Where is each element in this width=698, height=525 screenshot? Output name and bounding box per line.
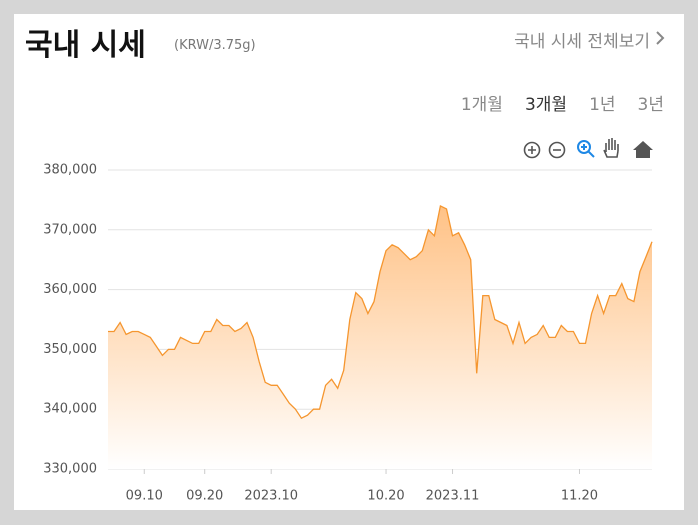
pan-button[interactable]: [603, 138, 619, 158]
period-tab[interactable]: 1년: [589, 95, 616, 115]
x-tick-label: 10.20: [367, 489, 404, 504]
x-tick-label: 11.20: [561, 489, 598, 504]
y-tick-label: 330,000: [43, 462, 97, 477]
period-tab[interactable]: 1개월: [460, 95, 503, 115]
title: 국내 시세: [25, 28, 146, 63]
y-tick-label: 370,000: [43, 222, 97, 237]
x-tick-label: 2023.11: [426, 489, 480, 504]
x-tick-label: 09.10: [126, 489, 163, 504]
y-tick-label: 340,000: [43, 402, 97, 417]
view-all-link[interactable]: 국내 시세 전체보기: [514, 32, 650, 52]
zoom-in-button[interactable]: [523, 141, 541, 159]
y-tick-label: 350,000: [43, 342, 97, 357]
reset-button[interactable]: [633, 141, 653, 158]
zoom-out-button[interactable]: [548, 141, 566, 159]
period-tab[interactable]: 3년: [637, 95, 664, 115]
x-tick-label: 2023.10: [244, 489, 298, 504]
period-tabs: 1개월 3개월 1년 3년: [461, 90, 664, 115]
chevron-icon[interactable]: [654, 30, 666, 46]
price-line: [108, 204, 653, 420]
toolbar: [523, 138, 653, 159]
area-fill: [108, 205, 652, 469]
y-tick-label: 360,000: [43, 282, 97, 297]
x-tick-label: 09.20: [186, 489, 223, 504]
unit: (KRW/3.75g): [174, 38, 256, 53]
y-tick-label: 380,000: [43, 163, 97, 178]
period-tab[interactable]: 3개월: [524, 95, 568, 115]
zoom-select-button[interactable]: [577, 140, 595, 158]
